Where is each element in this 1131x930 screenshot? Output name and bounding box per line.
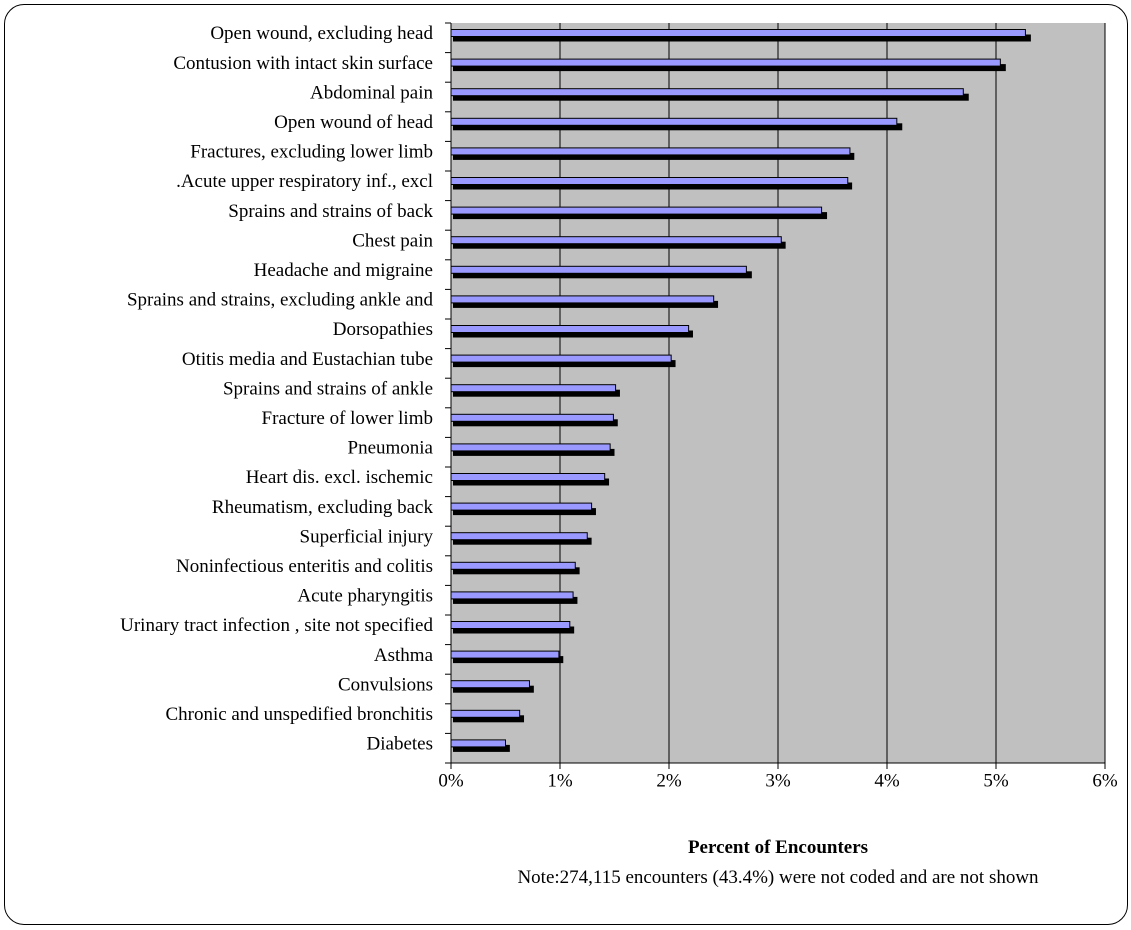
- bar-series-1: [450, 561, 576, 570]
- bar-series-1: [450, 88, 964, 97]
- bars: [450, 29, 1031, 752]
- x-tick-label: 5%: [983, 770, 1009, 791]
- bar-series-1: [450, 295, 715, 304]
- category-label: Open wound of head: [274, 112, 433, 133]
- bar-series-2: [453, 241, 786, 249]
- bar-series-1: [450, 473, 606, 481]
- x-tick-labels: 0% 1% 2% 3% 4% 5% 6%: [438, 770, 1118, 791]
- bar-series-1: [450, 177, 849, 185]
- category-label: Superficial injury: [300, 526, 434, 547]
- x-tick-label: 2%: [656, 770, 682, 791]
- bar-series-1: [450, 29, 1026, 37]
- bar-series-2: [453, 596, 578, 604]
- category-label: Convulsions: [338, 674, 433, 695]
- category-label: Asthma: [374, 645, 434, 666]
- category-label: Pneumonia: [348, 438, 434, 459]
- bar-series-2: [453, 300, 719, 308]
- bar-series-2: [453, 744, 510, 752]
- axes: [445, 22, 1105, 764]
- bar-series-2: [453, 448, 615, 456]
- bar-series-1: [450, 236, 782, 245]
- category-labels: Open wound, excluding head Contusion with…: [120, 23, 433, 754]
- x-tick-label: 4%: [874, 770, 900, 791]
- category-label: Rheumatism, excluding back: [212, 497, 434, 518]
- bar-series-2: [453, 182, 853, 190]
- bar-series-1: [450, 680, 530, 689]
- bar-series-2: [453, 64, 1006, 72]
- category-label: Chronic and unspedified bronchitis: [165, 704, 433, 725]
- bar-series-2: [453, 360, 676, 368]
- bar-series-2: [453, 93, 969, 101]
- bar-series-1: [450, 621, 571, 629]
- bar-series-1: [450, 443, 611, 452]
- bar-series-1: [450, 532, 588, 541]
- bar-series-2: [453, 567, 580, 575]
- category-label: Contusion with intact skin surface: [173, 53, 433, 74]
- bar-series-1: [450, 206, 823, 215]
- category-label: Sprains and strains, excluding ankle and: [127, 290, 434, 311]
- bar-series-2: [453, 626, 575, 634]
- bar-series-1: [450, 147, 851, 156]
- bar-series-1: [450, 739, 506, 748]
- bar-series-1: [450, 384, 617, 393]
- bar-series-2: [453, 152, 855, 160]
- bar-series-2: [453, 537, 592, 545]
- bar-series-2: [453, 34, 1031, 42]
- bar-series-2: [453, 685, 534, 693]
- bar-series-2: [453, 389, 620, 397]
- category-label: Noninfectious enteritis and colitis: [176, 556, 433, 577]
- bar-series-1: [450, 265, 747, 274]
- category-label: Dorsopathies: [333, 319, 433, 340]
- category-label: .Acute upper respiratory inf., excl: [176, 171, 433, 192]
- category-label: Sprains and strains of back: [228, 201, 433, 222]
- bar-series-2: [453, 478, 610, 486]
- bar-series-1: [450, 650, 560, 659]
- category-label: Heart dis. excl. ischemic: [246, 467, 433, 488]
- x-tick-label: 3%: [765, 770, 791, 791]
- x-axis-title: Percent of Encounters: [688, 837, 868, 858]
- category-label: Headache and migraine: [254, 260, 433, 281]
- x-tick-label: 1%: [547, 770, 573, 791]
- bar-series-2: [453, 212, 828, 220]
- x-tick-label: 6%: [1092, 770, 1118, 791]
- category-label: Otitis media and Eustachian tube: [182, 349, 433, 370]
- bar-series-1: [450, 413, 614, 422]
- category-label: Diabetes: [367, 734, 433, 755]
- bar-series-2: [453, 330, 693, 338]
- footnote: Note:274,115 encounters (43.4%) were not…: [517, 867, 1039, 888]
- category-label: Open wound, excluding head: [210, 23, 433, 44]
- category-label: Fractures, excluding lower limb: [190, 142, 433, 163]
- bar-series-1: [450, 117, 898, 126]
- category-label: Acute pharyngitis: [297, 586, 433, 607]
- bar-series-2: [453, 271, 752, 279]
- bar-series-2: [453, 419, 618, 427]
- bar-series-2: [453, 715, 525, 723]
- bar-series-1: [450, 325, 690, 333]
- category-label: Abdominal pain: [310, 82, 433, 103]
- bar-series-1: [450, 502, 593, 511]
- category-label: Urinary tract infection , site not speci…: [120, 615, 433, 636]
- category-label: Sprains and strains of ankle: [223, 378, 433, 399]
- bar-series-1: [450, 709, 521, 718]
- bar-series-2: [453, 508, 596, 516]
- bar-series-1: [450, 354, 672, 363]
- category-label: Chest pain: [352, 230, 433, 251]
- bar-series-2: [453, 123, 903, 131]
- bar-series-2: [453, 656, 564, 664]
- bar-series-1: [450, 58, 1001, 67]
- bar-series-1: [450, 591, 574, 600]
- x-tick-label: 0%: [438, 770, 464, 791]
- category-label: Fracture of lower limb: [262, 408, 433, 429]
